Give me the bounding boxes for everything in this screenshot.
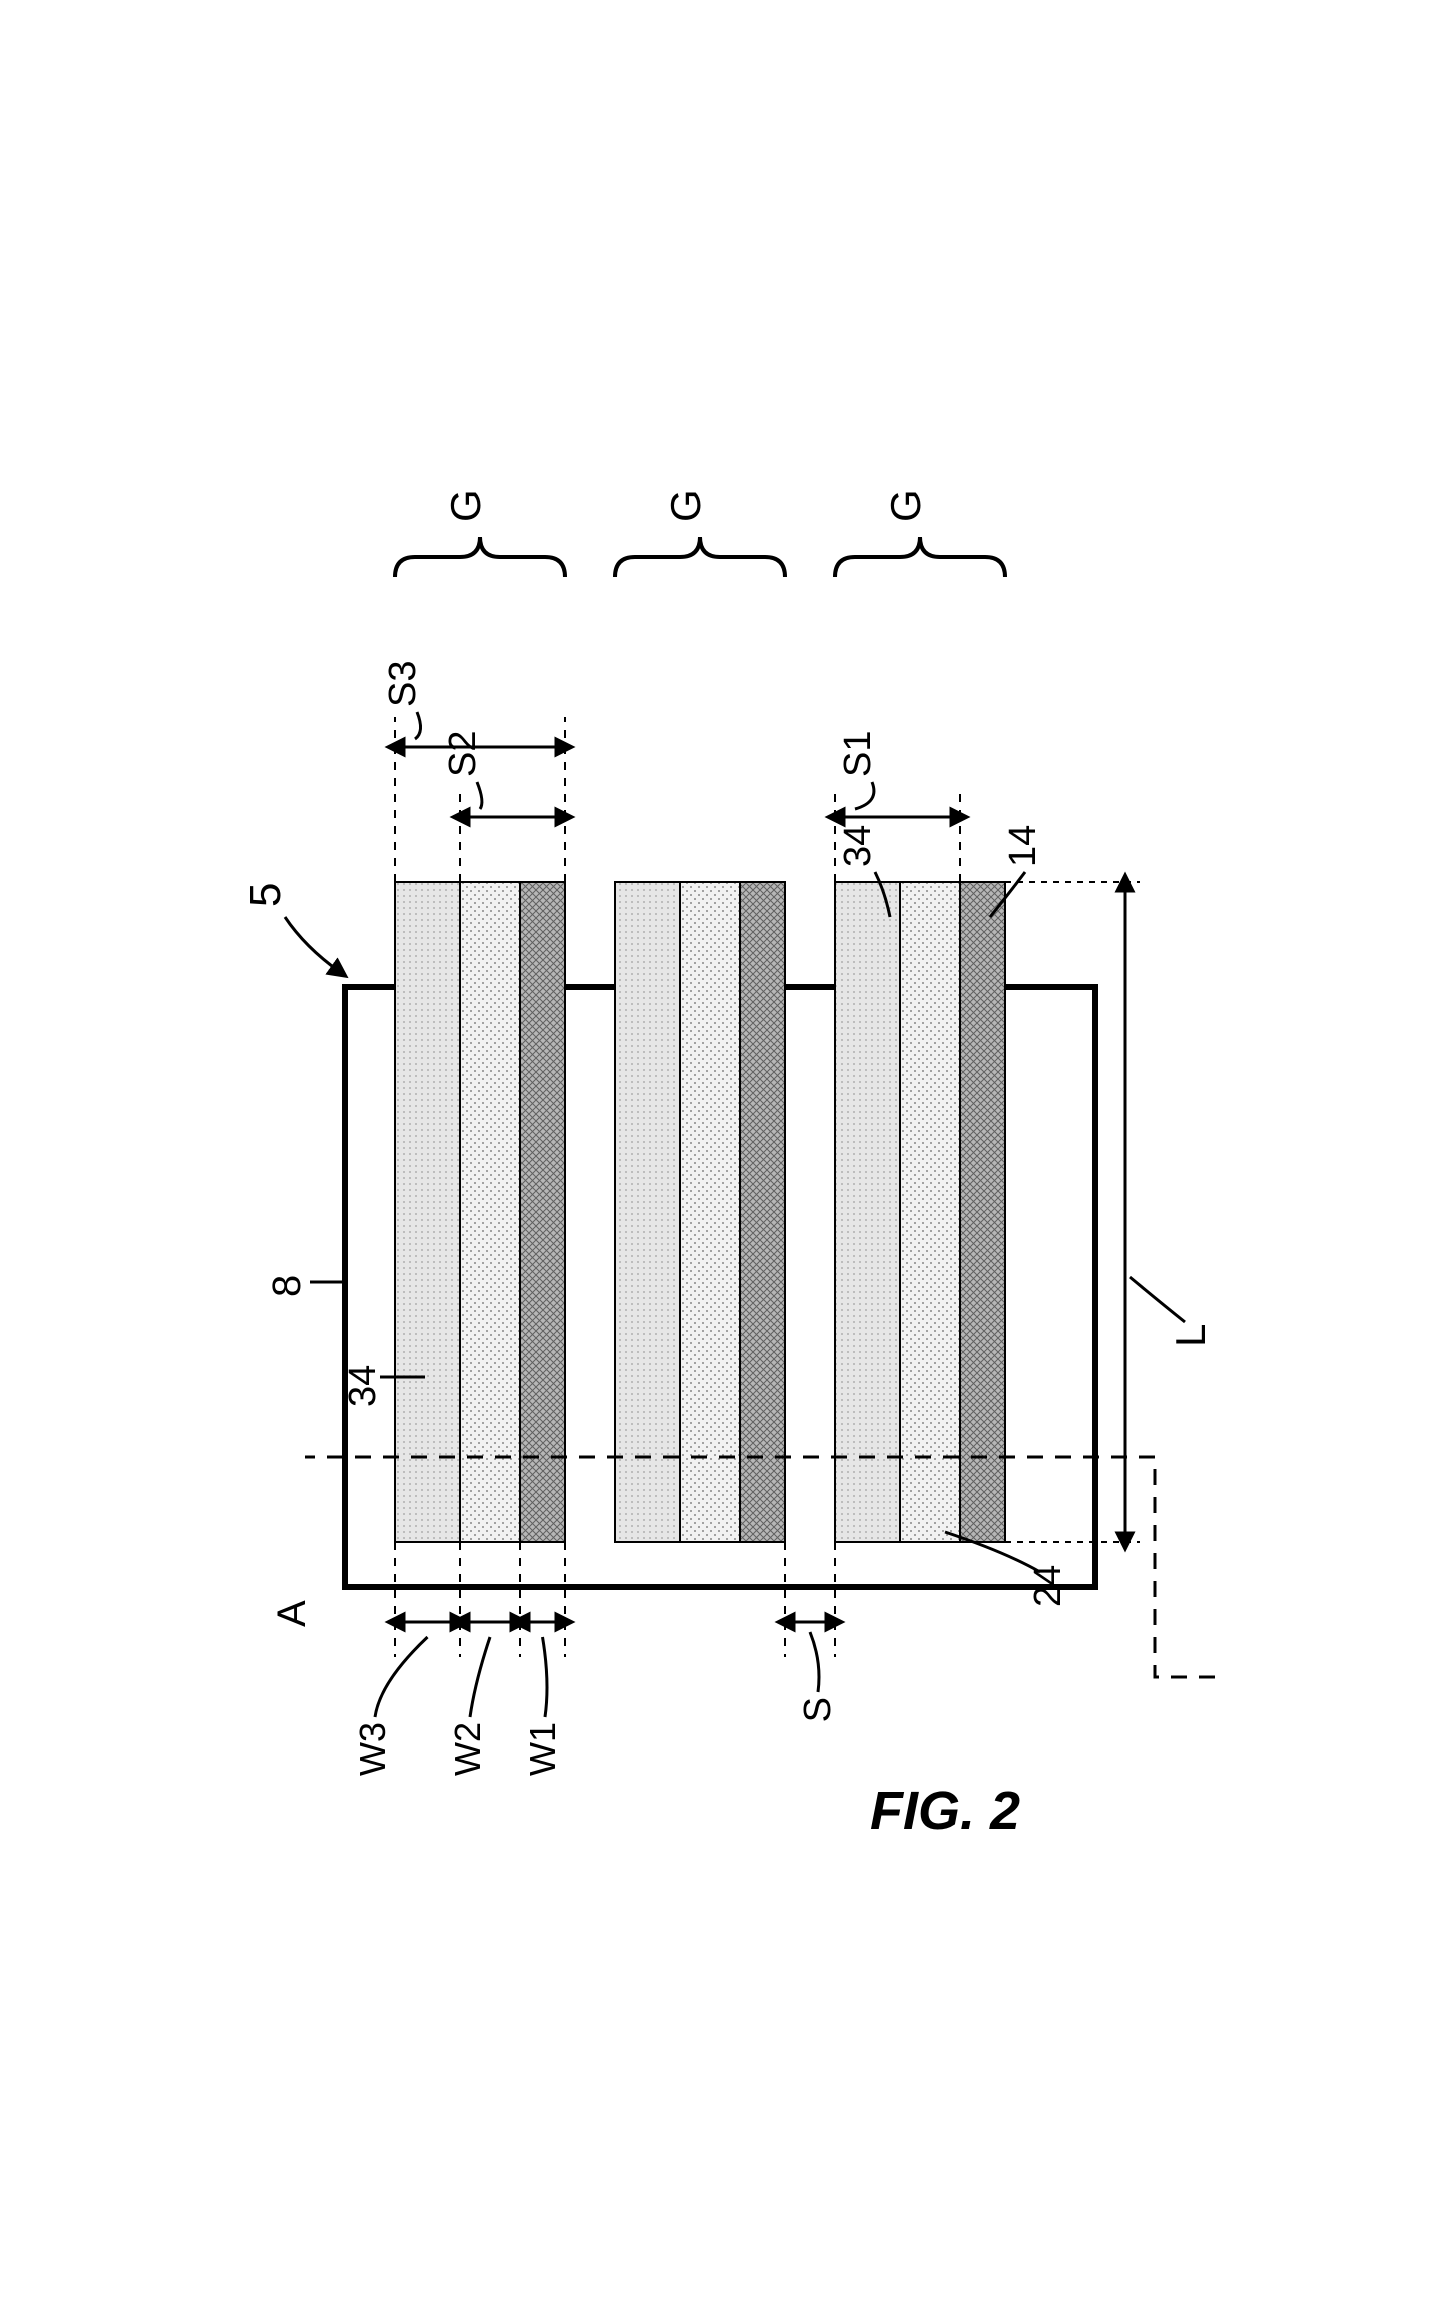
svg-text:G: G: [442, 489, 489, 522]
stripe-mid: [680, 882, 740, 1542]
stripe-light: [615, 882, 680, 1542]
svg-text:S2: S2: [442, 731, 484, 777]
stripe-light: [395, 882, 460, 1542]
svg-text:S1: S1: [837, 731, 879, 777]
svg-text:8: 8: [265, 1275, 309, 1297]
svg-text:24: 24: [1027, 1565, 1069, 1607]
figure-svg: 5 8 A 34 34 14 24 L W3 W2 W1 S S3 S2 S1 G G G: [0, 0, 1443, 2312]
stripe-mid: [900, 882, 960, 1542]
page: 5 8 A 34 34 14 24 L W3 W2 W1 S S3 S2 S1 G G G FIG. 2: [0, 0, 1443, 2312]
svg-text:S3: S3: [382, 661, 424, 707]
svg-text:14: 14: [1002, 825, 1044, 867]
stripe-dark: [520, 882, 565, 1542]
svg-text:34: 34: [837, 825, 879, 867]
stripe-dark: [740, 882, 785, 1542]
svg-text:G: G: [882, 489, 929, 522]
svg-text:34: 34: [342, 1365, 384, 1407]
svg-text:L: L: [1167, 1324, 1214, 1347]
svg-text:W3: W3: [352, 1722, 393, 1776]
stripe-dark: [960, 882, 1005, 1542]
figure-title: FIG. 2: [870, 1780, 1020, 1842]
svg-text:5: 5: [241, 883, 290, 907]
svg-text:A: A: [270, 1600, 314, 1627]
svg-text:W1: W1: [522, 1722, 563, 1776]
svg-text:W2: W2: [447, 1722, 488, 1776]
svg-text:S: S: [797, 1697, 839, 1722]
stripe-mid: [460, 882, 520, 1542]
svg-text:G: G: [662, 489, 709, 522]
stripe-light: [835, 882, 900, 1542]
